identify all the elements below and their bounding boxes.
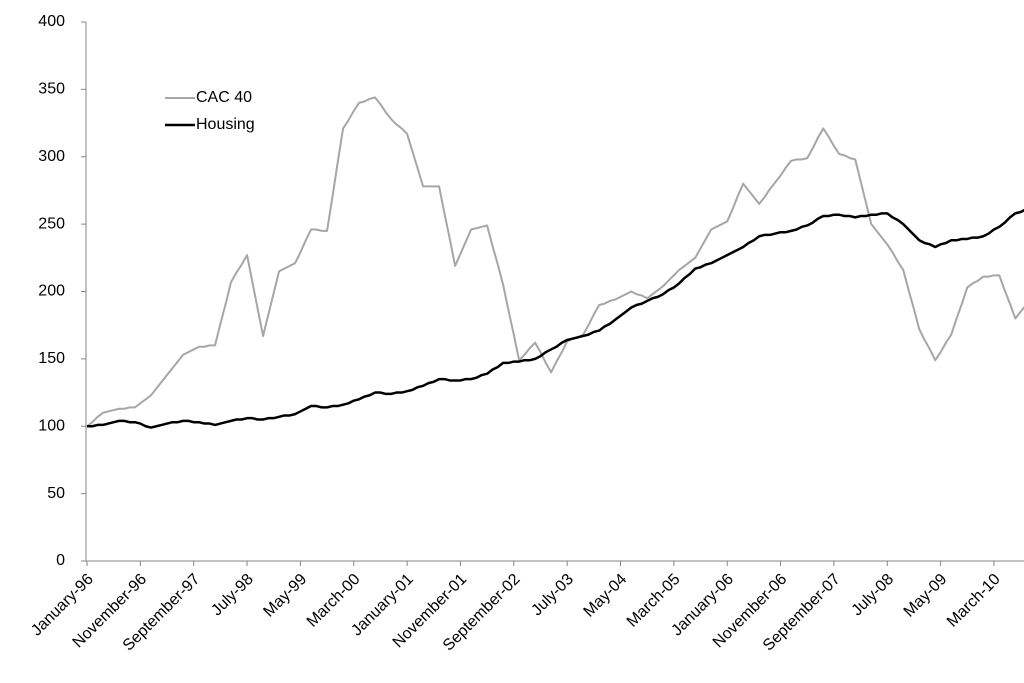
- x-tick-label: July-08: [849, 571, 898, 620]
- y-tick-label: 150: [38, 350, 65, 367]
- x-tick-label: May-09: [901, 571, 951, 621]
- y-tick-label: 300: [38, 148, 65, 165]
- y-tick-label: 350: [38, 81, 65, 98]
- legend-label: CAC 40: [196, 89, 252, 106]
- series-line: [86, 96, 1024, 428]
- y-tick-label: 250: [38, 215, 65, 232]
- x-tick-label: March-10: [944, 571, 1004, 631]
- y-tick-label: 200: [38, 283, 65, 300]
- x-tick-label: May-99: [260, 571, 310, 621]
- y-tick-label: 0: [56, 552, 65, 569]
- x-tick-label: July-98: [208, 571, 257, 620]
- x-tick-label: July-03: [528, 571, 577, 620]
- y-tick-label: 50: [47, 485, 65, 502]
- x-tick-label: May-04: [581, 571, 631, 621]
- y-tick-label: 100: [38, 417, 65, 434]
- y-tick-label: 400: [38, 13, 65, 30]
- series-line: [87, 208, 1024, 429]
- legend-label: Housing: [196, 116, 255, 133]
